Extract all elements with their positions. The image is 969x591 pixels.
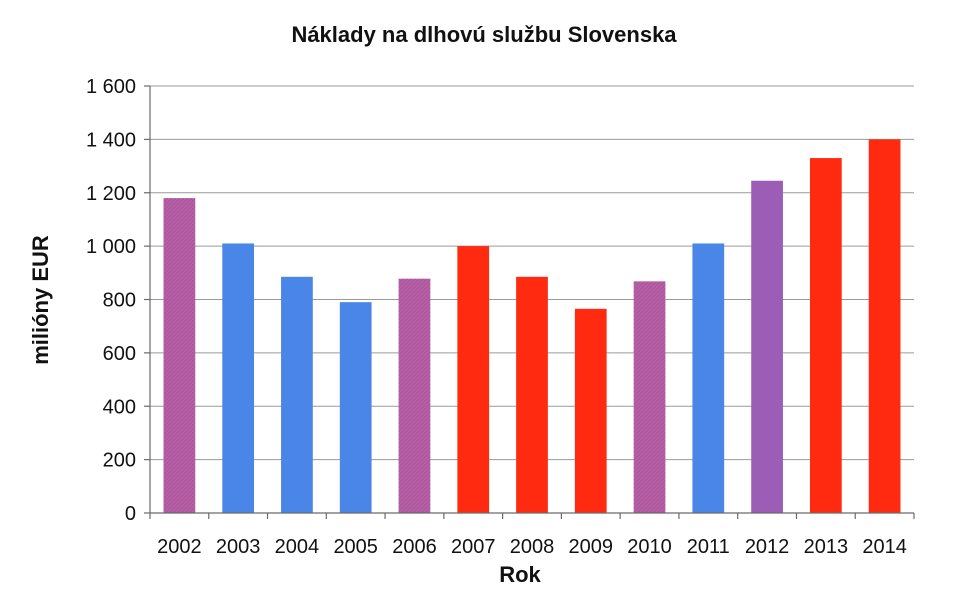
x-tick-label: 2009 (569, 536, 614, 558)
y-tick-label: 1 200 (86, 183, 136, 205)
bar-2008 (516, 276, 548, 513)
y-tick-label: 1 400 (86, 129, 136, 151)
bar-2009 (574, 308, 607, 513)
x-tick-label: 2012 (745, 536, 790, 558)
y-tick-label: 200 (103, 450, 136, 472)
bar-2005 (339, 302, 372, 513)
x-tick-label: 2010 (627, 536, 672, 558)
x-tick-label: 2008 (510, 536, 555, 558)
x-axis-ticks: 2002 2003 2004 2005 2006 2007 2008 2009 2010 2011… (149, 513, 915, 558)
y-tick-label: 1 000 (86, 236, 136, 258)
y-tick-label: 800 (103, 290, 136, 312)
y-axis-ticks: 0 200 400 600 800 1 000 1 200 1 400 1 600 (86, 76, 150, 525)
bar-2002 (163, 198, 196, 513)
bars (163, 139, 901, 514)
bar-2007 (457, 246, 490, 513)
bar-2004 (281, 276, 313, 513)
x-axis-title: Rok (499, 562, 541, 587)
x-tick-label: 2006 (392, 536, 437, 558)
y-axis-title: milióny EUR (28, 235, 53, 365)
x-tick-label: 2013 (804, 536, 849, 558)
y-tick-label: 600 (103, 343, 136, 365)
x-tick-label: 2014 (862, 536, 907, 558)
bar-2003 (222, 243, 255, 514)
bar-2011 (692, 243, 725, 514)
y-tick-label: 0 (125, 503, 136, 525)
bar-2012 (751, 180, 783, 513)
x-tick-label: 2004 (275, 536, 320, 558)
x-tick-label: 2003 (216, 536, 261, 558)
x-tick-label: 2007 (451, 536, 496, 558)
chart-title: Náklady na dlhovú službu Slovenska (291, 22, 677, 47)
y-tick-label: 400 (103, 396, 136, 418)
bar-2006 (398, 278, 431, 513)
bar-2014 (868, 139, 901, 513)
bar-2013 (809, 158, 842, 513)
y-tick-label: 1 600 (86, 76, 136, 98)
x-tick-label: 2002 (157, 536, 202, 558)
x-tick-label: 2011 (687, 536, 730, 558)
x-tick-label: 2005 (333, 536, 378, 558)
bar-2010 (633, 281, 666, 513)
